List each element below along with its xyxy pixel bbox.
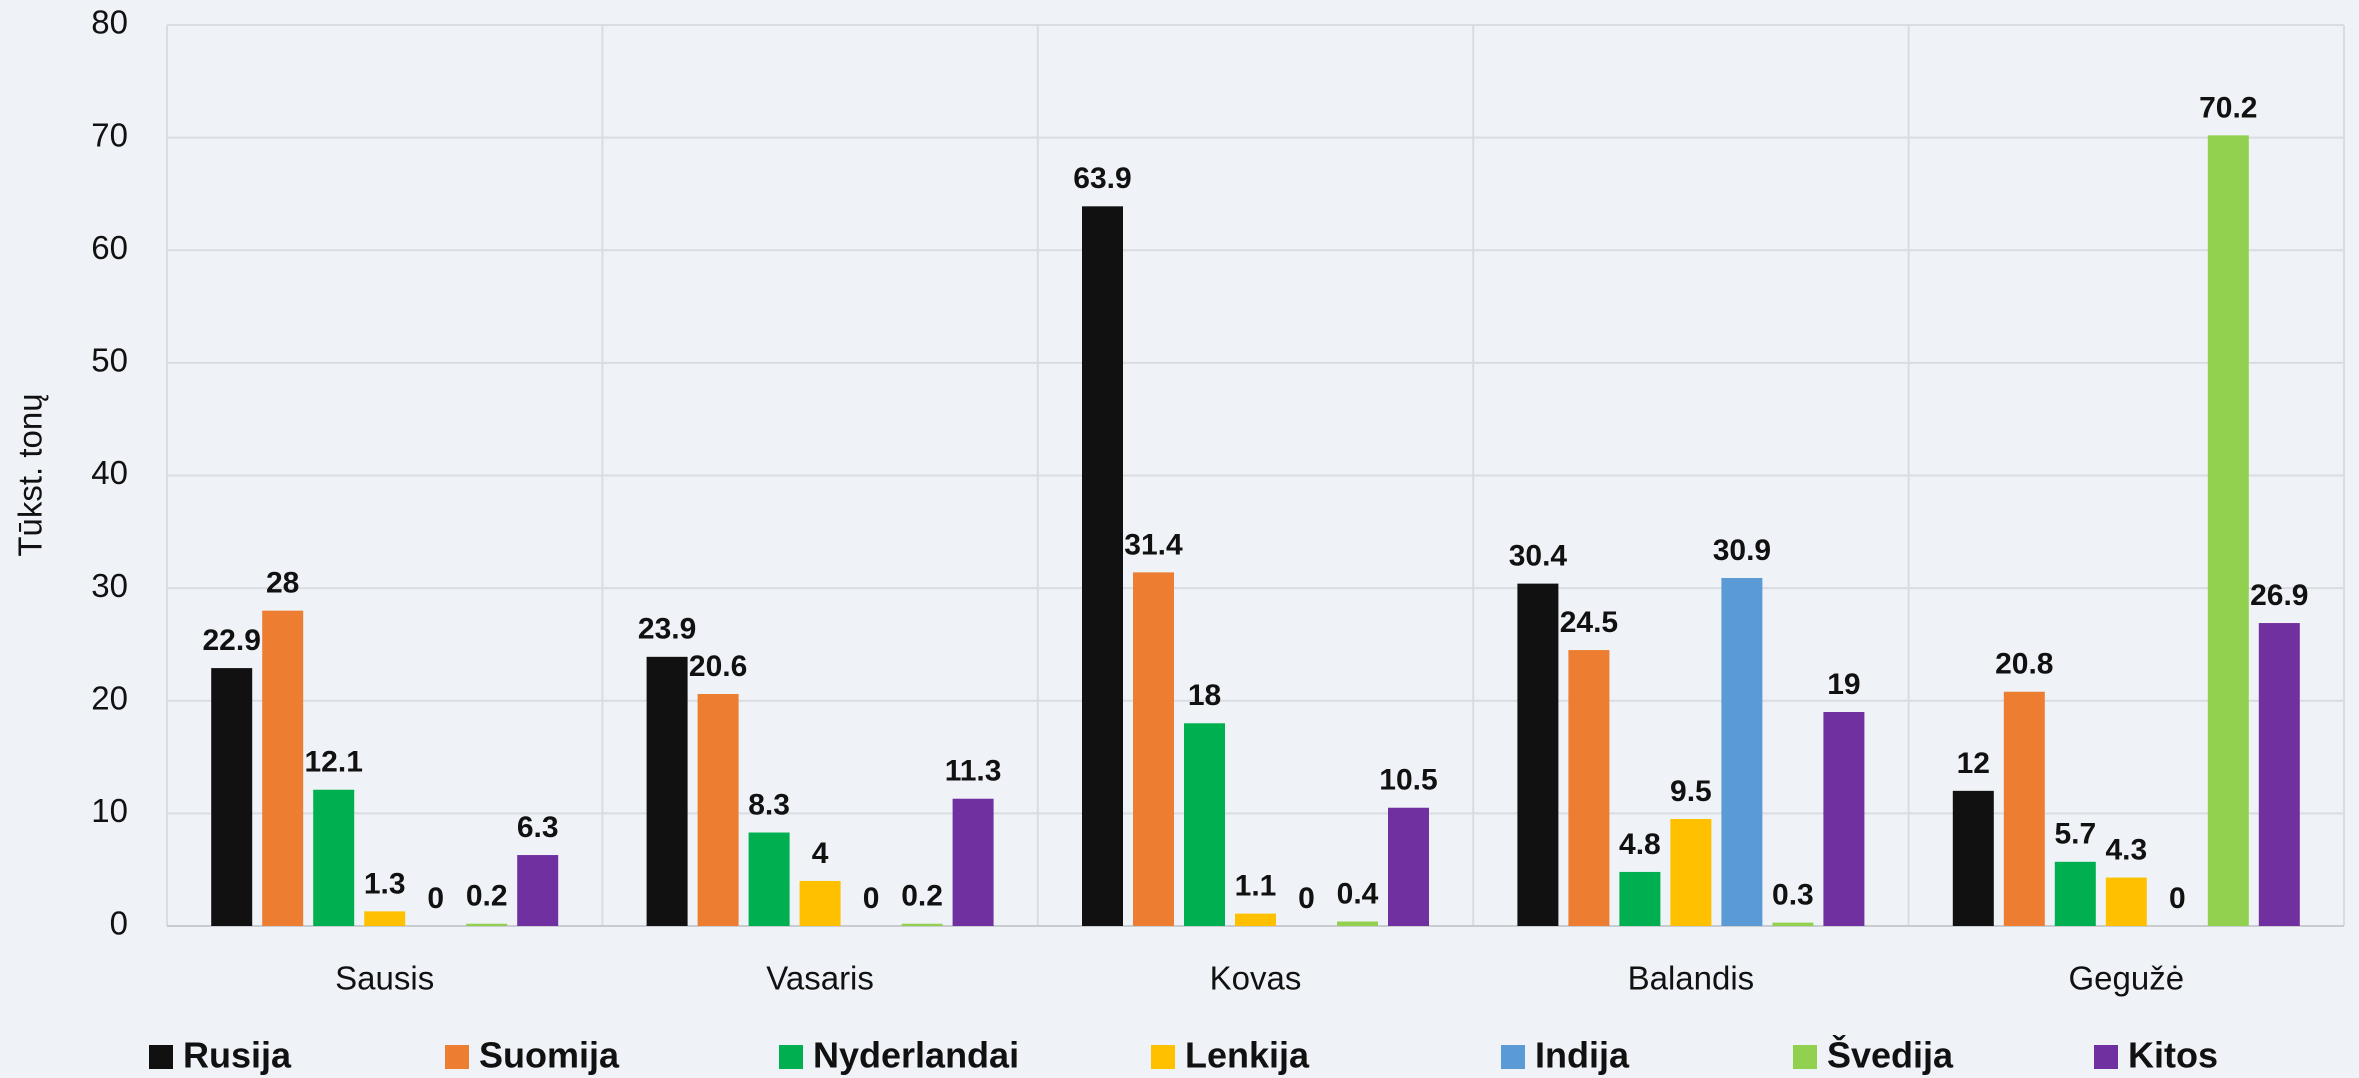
bar — [211, 668, 253, 926]
bar — [1670, 819, 1712, 926]
legend-swatch — [779, 1045, 803, 1069]
bar — [2003, 691, 2045, 926]
value-label: 0.3 — [1772, 879, 1814, 912]
value-label: 0.2 — [901, 880, 943, 913]
bar — [1517, 583, 1559, 926]
bar — [1823, 712, 1865, 926]
value-label: 4.3 — [2105, 833, 2147, 866]
value-label: 9.5 — [1670, 775, 1712, 808]
legend-label: Indija — [1535, 1035, 1630, 1076]
bar — [1082, 206, 1123, 927]
legend-swatch — [445, 1045, 469, 1069]
legend-swatch — [2094, 1045, 2118, 1069]
x-tick-label: Gegužė — [2069, 960, 2185, 997]
value-label: 24.5 — [1560, 606, 1618, 639]
value-label: 30.9 — [1713, 534, 1771, 567]
value-label: 0.4 — [1337, 877, 1379, 910]
bar — [1772, 922, 1814, 926]
bar — [901, 923, 943, 926]
value-label: 12.1 — [305, 746, 363, 779]
x-tick-label: Sausis — [335, 960, 434, 997]
value-label: 4 — [812, 837, 829, 870]
x-tick-label: Vasaris — [766, 960, 874, 997]
bar — [1337, 921, 1378, 926]
y-tick-label: 70 — [91, 116, 128, 153]
bar — [1184, 723, 1225, 926]
value-label: 12 — [1957, 747, 1990, 780]
value-label: 0 — [1298, 882, 1315, 915]
y-tick-label: 60 — [91, 229, 128, 266]
bar — [262, 610, 304, 926]
value-label: 19 — [1827, 668, 1860, 701]
bar — [697, 693, 739, 926]
bar — [646, 656, 688, 926]
bar — [1388, 807, 1429, 926]
value-label: 0 — [2169, 882, 2186, 915]
y-axis-title: Tūkst. tonų — [12, 393, 49, 556]
y-tick-label: 10 — [91, 792, 128, 829]
legend-swatch — [149, 1045, 173, 1069]
legend-label: Rusija — [183, 1035, 292, 1076]
value-label: 0 — [863, 882, 880, 915]
value-label: 23.9 — [638, 613, 696, 646]
bar — [1568, 650, 1610, 926]
value-label: 18 — [1188, 679, 1221, 712]
value-label: 26.9 — [2250, 579, 2308, 612]
x-tick-label: Balandis — [1628, 960, 1755, 997]
value-label: 70.2 — [2199, 91, 2257, 124]
x-tick-label: Kovas — [1210, 960, 1302, 997]
legend-swatch — [1793, 1045, 1817, 1069]
legend-swatch — [1501, 1045, 1525, 1069]
bar — [313, 789, 355, 926]
y-tick-label: 0 — [110, 905, 128, 942]
legend-label: Švedija — [1827, 1034, 1954, 1076]
bar — [799, 880, 841, 926]
bar — [748, 832, 790, 926]
y-tick-label: 30 — [91, 567, 128, 604]
bar — [2105, 877, 2147, 926]
y-tick-label: 40 — [91, 454, 128, 491]
bar — [2054, 861, 2096, 926]
value-label: 5.7 — [2054, 818, 2096, 851]
value-label: 30.4 — [1509, 540, 1568, 573]
bar — [517, 855, 559, 926]
value-label: 4.8 — [1619, 828, 1661, 861]
y-tick-label: 50 — [91, 342, 128, 379]
value-label: 1.1 — [1235, 870, 1277, 903]
bar — [1133, 572, 1174, 926]
bar — [1235, 913, 1276, 926]
value-label: 28 — [266, 567, 299, 600]
bar — [364, 911, 406, 926]
value-label: 31.4 — [1124, 528, 1183, 561]
y-tick-label: 80 — [91, 4, 128, 41]
value-label: 0.2 — [466, 880, 508, 913]
value-label: 0 — [427, 882, 444, 915]
bar — [952, 798, 994, 926]
value-label: 10.5 — [1379, 764, 1437, 797]
value-label: 63.9 — [1073, 162, 1131, 195]
bar — [466, 923, 508, 926]
value-label: 11.3 — [945, 755, 1002, 788]
value-label: 22.9 — [203, 624, 261, 657]
legend-label: Lenkija — [1185, 1035, 1310, 1076]
bar — [1721, 577, 1763, 926]
legend-label: Suomija — [479, 1035, 620, 1076]
legend-swatch — [1151, 1045, 1175, 1069]
legend-label: Kitos — [2128, 1035, 2218, 1076]
legend-label: Nyderlandai — [813, 1035, 1019, 1076]
value-label: 20.6 — [689, 650, 747, 683]
y-tick-label: 20 — [91, 679, 128, 716]
bar — [2207, 135, 2249, 926]
value-label: 20.8 — [1995, 648, 2053, 681]
bar — [1952, 790, 1994, 926]
bar — [2258, 623, 2300, 926]
bar — [1619, 871, 1661, 926]
value-label: 6.3 — [517, 811, 559, 844]
value-label: 1.3 — [364, 867, 406, 900]
value-label: 8.3 — [748, 788, 790, 821]
